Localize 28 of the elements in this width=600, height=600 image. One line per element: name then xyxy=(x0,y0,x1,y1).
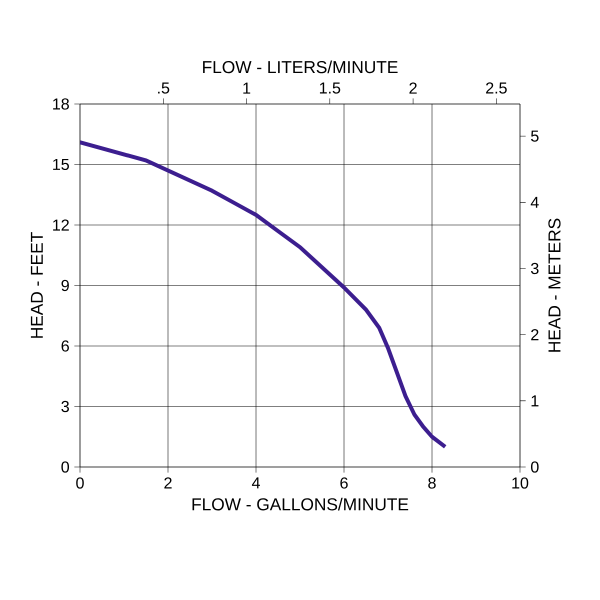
x2-tick-label: 2 xyxy=(409,82,417,94)
x2-tick-label: .5 xyxy=(158,82,170,94)
y2-axis-title: HEAD - METERS xyxy=(548,218,561,352)
y2-tick-label: 3 xyxy=(530,262,539,274)
y-tick-label: 18 xyxy=(53,98,69,110)
y-tick-label: 15 xyxy=(53,158,69,170)
x-tick-label: 0 xyxy=(76,477,84,489)
x-tick-label: 2 xyxy=(164,477,172,488)
y-axis-title: HEAD - FEET xyxy=(30,232,43,338)
x2-tick-label: 1 xyxy=(243,82,250,94)
x2-tick-label: 2.5 xyxy=(486,82,507,94)
y2-tick-label: 1 xyxy=(532,395,538,406)
y-tick-label: 12 xyxy=(53,219,69,231)
x-tick-label: 10 xyxy=(512,477,528,489)
x2-axis-title: FLOW - LITERS/MINUTE xyxy=(203,60,398,74)
x-tick-label: 4 xyxy=(252,477,260,488)
y-tick-label: 0 xyxy=(61,461,70,473)
y2-tick-label: 0 xyxy=(530,461,539,473)
y-tick-label: 3 xyxy=(61,400,69,412)
x-axis-title: FLOW - GALLONS/MINUTE xyxy=(192,498,408,510)
x2-tick-label: 1.5 xyxy=(320,82,340,94)
y-tick-label: 9 xyxy=(62,280,69,292)
y2-tick-label: 4 xyxy=(530,196,539,208)
x-tick-label: 6 xyxy=(340,477,348,489)
y-tick-label: 6 xyxy=(62,340,69,352)
y2-tick-label: 2 xyxy=(531,329,538,340)
x-tick-label: 8 xyxy=(428,477,436,489)
y2-tick-label: 5 xyxy=(531,130,539,142)
